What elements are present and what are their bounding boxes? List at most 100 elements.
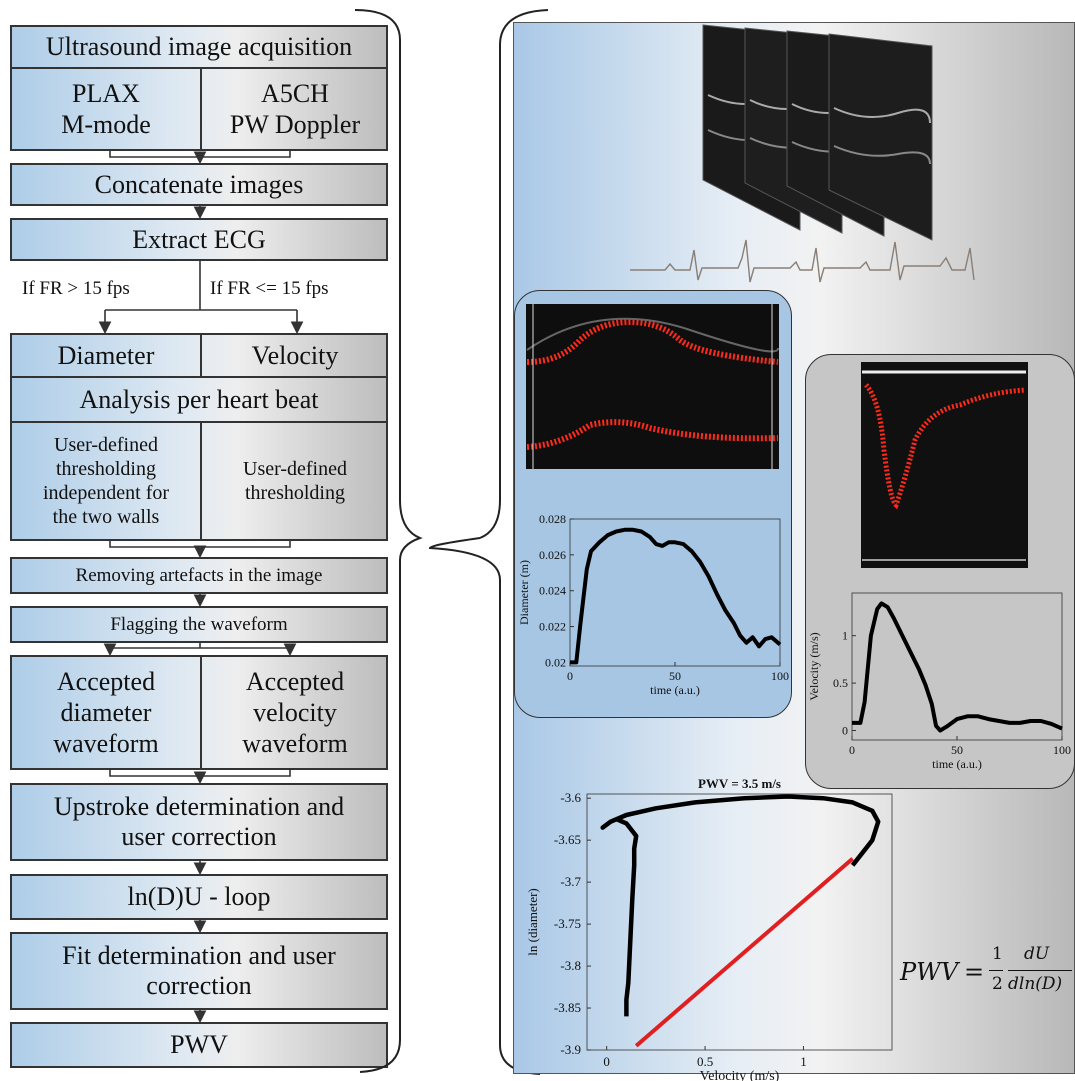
- x-tick-label: 50: [669, 669, 681, 683]
- velocity-cell: Velocity: [251, 340, 339, 370]
- y-tick-label: 0.022: [539, 620, 566, 634]
- merge-connector-1: [109, 151, 291, 161]
- y-axis-label: Diameter (m): [517, 560, 531, 625]
- formula-bar1: [989, 970, 1003, 971]
- acquisition-box: Ultrasound image acquisition: [10, 25, 388, 69]
- formula-bar2: [1008, 970, 1072, 971]
- diameter-cell: Diameter: [12, 335, 202, 376]
- a5ch-label: A5CH: [261, 78, 329, 108]
- thresholding-right-line2: thresholding: [245, 482, 345, 504]
- upper-brace: [354, 9, 423, 561]
- formula-num2: dU: [1024, 944, 1050, 964]
- fr-high-label: If FR > 15 fps: [22, 278, 130, 299]
- accepted-velocity-line3: waveform: [242, 729, 348, 759]
- thresholding-left-line3: independent for: [42, 482, 170, 504]
- loop-line: [600, 794, 881, 1017]
- x-axis-label: time (a.u.): [650, 683, 700, 697]
- plot-area: [586, 793, 893, 1051]
- thresholding-left-line1: User-defined: [54, 434, 158, 456]
- fit-line1: Fit determination and user: [62, 941, 336, 971]
- accepted-box: Accepted diameter waveform Accepted velo…: [10, 655, 388, 770]
- right-brace-upper: [479, 9, 549, 539]
- x-tick-label: 50: [951, 743, 963, 757]
- x-tick-label: 0: [567, 669, 573, 683]
- pw-doppler-label: PW Doppler: [229, 110, 361, 139]
- x-tick-label: 0: [603, 1054, 610, 1069]
- series-line: [570, 527, 782, 665]
- y-tick-label: -3.7: [560, 874, 581, 889]
- y-tick-label: 0.02: [545, 655, 566, 669]
- x-tick-label: 1: [800, 1054, 807, 1069]
- thresholding-left-line2: thresholding: [56, 458, 156, 480]
- lower-brace: [359, 560, 401, 1073]
- extract-ecg-box: Extract ECG: [10, 218, 388, 261]
- chart-title: PWV = 3.5 m/s: [698, 776, 781, 791]
- y-tick-label: -3.9: [560, 1042, 581, 1057]
- split-connector-2: [110, 643, 290, 649]
- x-tick-label: 100: [771, 669, 789, 683]
- merge-connector-2: [109, 541, 291, 555]
- fit-line: [634, 857, 854, 1048]
- plot-area: [851, 592, 1063, 741]
- pwv-formula: PWV = 1 2 dU dln(D): [900, 940, 1072, 1010]
- pwv-box: PWV: [10, 1022, 388, 1068]
- merge-connector-3: [109, 770, 291, 781]
- x-tick-label: 0.5: [697, 1054, 713, 1069]
- y-tick-label: 1: [842, 629, 848, 643]
- y-axis-label: Velocity (m/s): [807, 632, 821, 700]
- y-tick-label: 0.024: [539, 584, 566, 598]
- a5ch-cell: A5CH PW Doppler: [202, 69, 388, 149]
- thresholding-left-cell: User-defined thresholding independent fo…: [12, 423, 202, 539]
- x-tick-label: 100: [1053, 743, 1071, 757]
- formula-den1: 2: [992, 974, 1003, 994]
- split-connector: [104, 261, 298, 331]
- accepted-velocity-line1: Accepted: [245, 666, 345, 696]
- accepted-diameter-line2: diameter: [60, 697, 152, 727]
- y-tick-label: 0.5: [833, 676, 848, 690]
- x-axis-label: Velocity (m/s): [700, 1069, 780, 1081]
- y-tick-label: -3.65: [554, 832, 581, 847]
- series-line: [852, 601, 1063, 733]
- formula-num1: 1: [992, 944, 1003, 964]
- y-tick-label: -3.85: [554, 1000, 581, 1015]
- formula-lhs: PWV: [900, 958, 959, 986]
- y-tick-label: 0: [842, 724, 848, 738]
- fit-box: Fit determination and user correction: [10, 932, 388, 1010]
- fit-line2: correction: [146, 971, 252, 1000]
- mmode-label: M-mode: [61, 110, 151, 139]
- accepted-diameter-cell: Accepted diameter waveform: [12, 657, 202, 768]
- right-brace-lower: [428, 537, 541, 1075]
- y-tick-label: -3.8: [560, 958, 581, 973]
- y-tick-label: 0.026: [539, 548, 566, 562]
- fr-low-label: If FR <= 15 fps: [210, 278, 329, 299]
- thresholding-right-line1: User-defined: [243, 458, 347, 480]
- formula-eq: =: [964, 958, 985, 986]
- y-tick-label: -3.6: [560, 790, 581, 805]
- accepted-diameter-line3: waveform: [53, 729, 159, 759]
- x-tick-label: 0: [849, 743, 855, 757]
- ecg-trace: [630, 239, 975, 283]
- y-tick-label: -3.75: [554, 916, 581, 931]
- formula-den2: dln(D): [1008, 974, 1063, 994]
- upstroke-line1: Upstroke determination and: [53, 792, 345, 822]
- plax-label: PLAX: [72, 78, 140, 108]
- artefacts-box: Removing artefacts in the image: [10, 557, 388, 594]
- thresholding-left-line4: the two walls: [52, 506, 160, 528]
- thresholding-box: User-defined thresholding independent fo…: [10, 421, 388, 541]
- thresholding-right-cell: User-defined thresholding: [202, 423, 388, 539]
- x-axis-label: time (a.u.): [932, 757, 982, 771]
- accepted-diameter-line1: Accepted: [56, 666, 156, 696]
- accepted-velocity-cell: Accepted velocity waveform: [202, 657, 388, 768]
- plax-cell: PLAX M-mode: [12, 69, 202, 149]
- upstroke-line2: user correction: [121, 822, 277, 851]
- accepted-velocity-line2: velocity: [253, 697, 337, 727]
- diameter-velocity-box: Diameter Velocity: [10, 333, 388, 378]
- y-axis-label: ln (diameter): [525, 888, 540, 956]
